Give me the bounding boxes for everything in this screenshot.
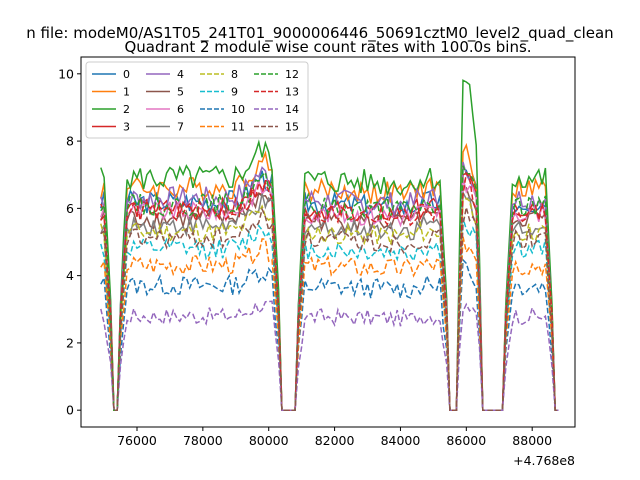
- y-axis: 0 2 4 6 8 10: [58, 66, 81, 418]
- x-tick-label: 76000: [117, 433, 157, 448]
- legend-label: 9: [231, 86, 238, 99]
- axes-frame: [80, 56, 576, 428]
- x-axis-offset-label: +4.768e8: [513, 453, 575, 468]
- legend-label: 4: [177, 68, 184, 81]
- legend-label: 5: [177, 86, 184, 99]
- legend-label: 6: [177, 103, 184, 116]
- legend-label: 3: [123, 121, 130, 134]
- legend-label: 8: [231, 68, 238, 81]
- series-line-15: [100, 206, 559, 411]
- legend-label: 7: [177, 121, 184, 134]
- y-tick-label: 8: [66, 134, 74, 149]
- legend-label: 11: [231, 121, 245, 134]
- x-tick-label: 82000: [315, 433, 355, 448]
- x-tick-label: 84000: [381, 433, 421, 448]
- legend-label: 0: [123, 68, 130, 81]
- series-line-9: [100, 218, 559, 411]
- y-tick-label: 10: [58, 66, 74, 81]
- x-tick-label: 78000: [183, 433, 223, 448]
- x-tick-label: 88000: [512, 433, 552, 448]
- y-tick-label: 4: [66, 268, 74, 283]
- x-tick-label: 86000: [446, 433, 486, 448]
- legend-label: 12: [285, 68, 299, 81]
- y-tick-label: 0: [66, 403, 74, 418]
- series-line-8: [100, 197, 559, 411]
- legend-label: 15: [285, 121, 299, 134]
- y-tick-label: 2: [66, 335, 74, 350]
- x-axis: 76000 78000 80000 82000 84000 86000 88000: [117, 427, 552, 448]
- figure-suptitle: n file: modeM0/AS1T05_241T01_9000006446_…: [26, 24, 613, 43]
- y-tick-label: 6: [66, 201, 74, 216]
- chart-title: Quadrant 2 module wise count rates with …: [124, 38, 531, 56]
- series-layer: [100, 79, 559, 411]
- legend-label: 13: [285, 86, 299, 99]
- legend-label: 14: [285, 103, 299, 116]
- legend-label: 1: [123, 86, 130, 99]
- legend-label: 10: [231, 103, 245, 116]
- legend-label: 2: [123, 103, 130, 116]
- legend-frame: [85, 61, 309, 139]
- x-tick-label: 80000: [249, 433, 289, 448]
